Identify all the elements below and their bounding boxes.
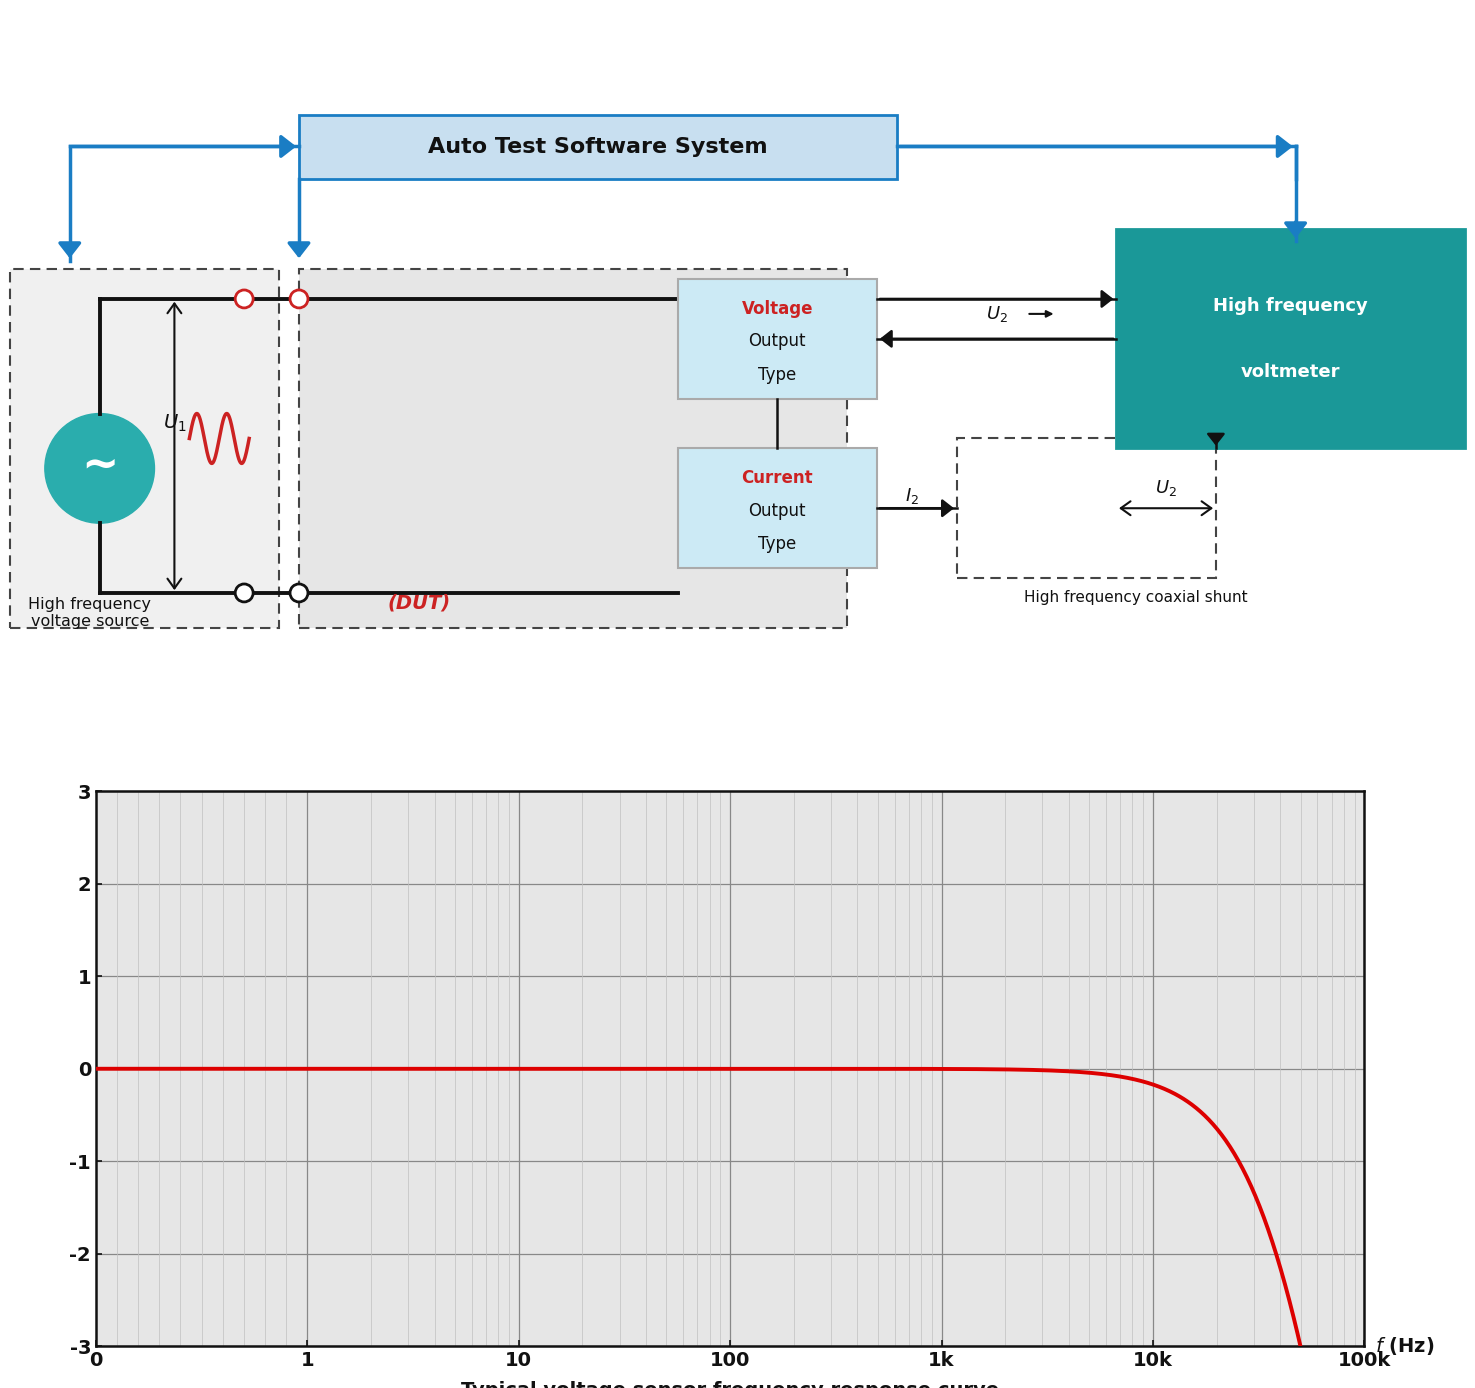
Text: Output: Output xyxy=(749,501,807,519)
Text: High frequency: High frequency xyxy=(1214,297,1367,315)
Circle shape xyxy=(291,290,308,308)
Text: Current: Current xyxy=(742,469,813,487)
Text: Output: Output xyxy=(749,332,807,350)
Text: $U_1$: $U_1$ xyxy=(162,412,186,434)
Circle shape xyxy=(291,584,308,602)
Text: Auto Test Software System: Auto Test Software System xyxy=(428,137,768,157)
Text: High frequency coaxial shunt: High frequency coaxial shunt xyxy=(1024,590,1248,605)
FancyBboxPatch shape xyxy=(299,115,897,179)
Bar xyxy=(957,439,1215,577)
Text: $U_2$: $U_2$ xyxy=(985,304,1007,323)
FancyBboxPatch shape xyxy=(677,279,878,398)
Text: $U_2$: $U_2$ xyxy=(1155,479,1177,498)
Text: Voltage: Voltage xyxy=(742,300,813,318)
Text: Type: Type xyxy=(758,365,796,383)
X-axis label: Typical voltage sensor frequency response curve: Typical voltage sensor frequency respons… xyxy=(462,1381,999,1388)
FancyBboxPatch shape xyxy=(677,448,878,568)
Bar xyxy=(299,269,847,627)
Text: $f$ (Hz): $f$ (Hz) xyxy=(1375,1335,1434,1357)
Text: $I_2$: $I_2$ xyxy=(904,486,919,507)
Bar xyxy=(10,269,279,627)
Circle shape xyxy=(44,414,155,523)
Text: (DUT): (DUT) xyxy=(386,594,450,612)
Text: ~: ~ xyxy=(81,444,118,487)
Circle shape xyxy=(235,290,254,308)
Text: Type: Type xyxy=(758,536,796,552)
Circle shape xyxy=(235,584,254,602)
FancyBboxPatch shape xyxy=(1117,229,1465,448)
Text: voltmeter: voltmeter xyxy=(1240,362,1341,380)
Text: High frequency
voltage source: High frequency voltage source xyxy=(28,597,152,629)
